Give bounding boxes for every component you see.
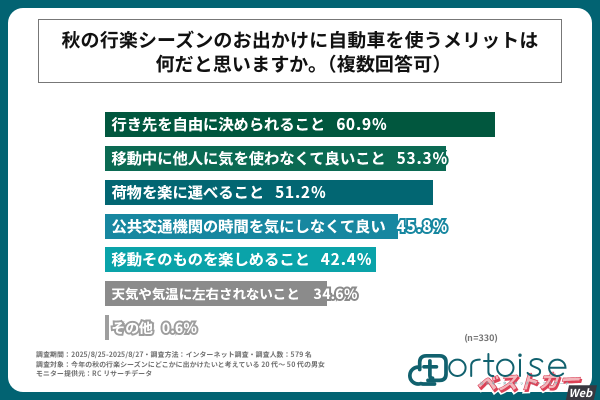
svg-text:Web: Web bbox=[568, 385, 595, 400]
svg-text:総合モーターネットワークリサーチ: 総合モーターネットワークリサーチ bbox=[480, 380, 571, 386]
svg-text:ベストカー: ベストカー bbox=[476, 366, 588, 399]
